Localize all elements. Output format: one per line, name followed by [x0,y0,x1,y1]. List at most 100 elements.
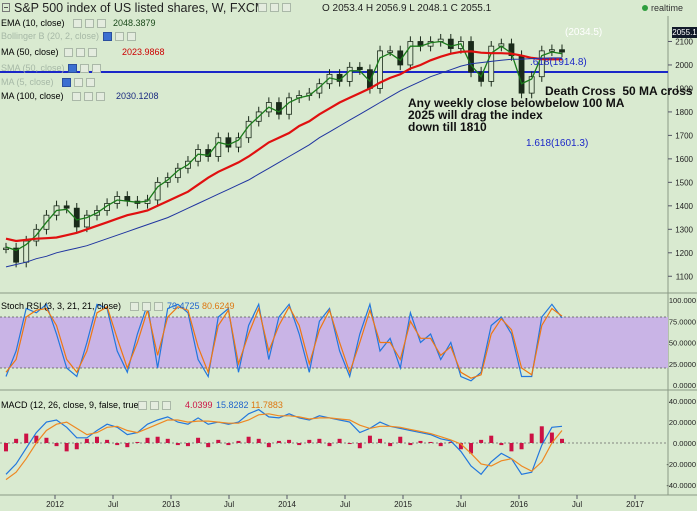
close-icon[interactable] [86,78,95,87]
macd-histogram-bar [408,443,413,446]
visibility-toggle-icon[interactable] [103,32,112,41]
macd-histogram-bar [236,440,241,443]
close-icon[interactable] [76,48,85,57]
legend-hidden-3[interactable]: MA (5, close) [1,77,54,87]
macd-tick-label: -20.0000 [666,460,696,469]
chart-title: S&P 500 index of US listed shares, W, FX… [14,1,266,15]
visibility-icon[interactable] [96,92,105,101]
macd-histogram-bar [185,443,190,447]
candle-body [346,66,353,82]
candle-body [225,137,232,148]
time-tick-label: 2016 [510,500,528,509]
candle-body [83,214,90,228]
candle-body [447,38,454,49]
visibility-toggle-icon[interactable] [68,64,77,73]
settings-icon[interactable] [130,302,139,311]
close-icon[interactable] [84,92,93,101]
macd-histogram-bar [246,436,251,443]
close-icon[interactable] [127,32,136,41]
close-icon[interactable] [150,401,159,410]
visibility-icon[interactable] [88,48,97,57]
macd-histogram-bar [226,443,231,446]
close-icon[interactable] [92,64,101,73]
time-tick-label: 2017 [626,500,644,509]
collapse-icon[interactable] [2,3,10,12]
macd-histogram-bar [458,443,463,450]
settings-icon[interactable] [138,401,147,410]
price-tick-label: 1400 [675,202,693,211]
macd-histogram-bar [438,443,443,447]
legend-macd[interactable]: MACD (12, 26, close, 9, false, true) [1,400,142,410]
legend-ma100-label: MA (100, close) [1,91,64,101]
stoch-plot[interactable] [0,302,668,382]
legend-stoch-d: 80.6249 [202,301,235,311]
close-icon[interactable] [270,3,279,12]
visibility-icon[interactable] [154,302,163,311]
settings-icon[interactable] [80,64,89,73]
legend-ma50-value: 2023.9868 [122,47,165,57]
macd-histogram-bar [206,443,211,448]
price-tick-label: 1600 [675,155,693,164]
ohlc-readout: O 2053.4 H 2056.9 L 2048.1 C 2055.1 [322,3,492,14]
macd-histogram-bar [317,438,322,443]
price-tick-label: 1900 [675,84,693,93]
settings-icon[interactable] [74,78,83,87]
fib-level-1618[interactable]: 1.618(1601.3) [526,138,589,149]
legend-ma100-value: 2030.1208 [116,91,159,101]
macd-histogram-bar [125,443,130,448]
macd-histogram-bar [135,441,140,443]
legend-stoch[interactable]: Stoch RSI (3, 3, 21, 21, close) [1,301,121,311]
ma100-line [5,57,562,268]
visibility-toggle-icon[interactable] [62,78,71,87]
settings-icon[interactable] [64,48,73,57]
candle-body [63,205,70,209]
macd-histogram-bar [105,439,110,443]
close-icon[interactable] [85,19,94,28]
macd-histogram-bar [347,443,352,445]
macd-histogram-bar [428,441,433,443]
close-icon[interactable] [142,302,151,311]
price-tick-label: 1200 [675,249,693,258]
fib-level-top[interactable]: (2034.5) [565,27,603,38]
macd-histogram-bar [287,439,292,443]
legend-hidden-2[interactable]: SMA (50, close) [1,63,65,73]
macd-histogram-bar [44,437,49,443]
settings-icon[interactable] [258,3,267,12]
legend-macd-signal: 11.7883 [251,400,283,410]
settings-icon[interactable] [72,92,81,101]
macd-histogram-bar [448,441,453,443]
legend-ema10-value: 2048.3879 [113,18,156,28]
chart-header: S&P 500 index of US listed shares, W, FX… [0,0,697,16]
price-tick-label: 2100 [675,37,693,46]
annotation-death-cross[interactable]: Death Cross 50 MA cross below 100 MA [545,84,693,110]
time-tick-label: Jul [456,500,466,509]
legend-ma100[interactable]: MA (100, close) [1,91,64,101]
visibility-icon[interactable] [97,19,106,28]
visibility-icon[interactable] [282,3,291,12]
macd-histogram-bar [529,433,534,443]
fib-level-618[interactable]: .618(1914.8) [530,57,587,68]
macd-tick-label: 0.0000 [673,439,696,448]
price-plot[interactable] [0,33,668,268]
macd-histogram-bar [469,443,474,454]
legend-hidden-1[interactable]: Bollinger B (20, 2, close) [1,31,99,41]
legend-ema10[interactable]: EMA (10, close) [1,18,65,28]
macd-histogram-bar [24,433,29,443]
candle-body [13,247,20,263]
stoch-tick-label: 100.000 [669,296,696,305]
candle-body [316,83,323,94]
macd-histogram-bar [216,439,221,443]
stoch-k-line [5,302,563,382]
last-price-tag: 2055.1 [672,27,697,38]
settings-icon[interactable] [73,19,82,28]
annotation-weekly-close[interactable]: Any weekly close below 2025 will drag th… [408,96,545,134]
macd-plot[interactable] [0,408,668,481]
realtime-label: realtime [651,3,684,13]
visibility-icon[interactable] [162,401,171,410]
time-tick-label: 2012 [46,500,64,509]
macd-histogram-bar [34,435,39,443]
legend-ma50[interactable]: MA (50, close) [1,47,59,57]
settings-icon[interactable] [115,32,124,41]
macd-histogram-bar [489,435,494,443]
